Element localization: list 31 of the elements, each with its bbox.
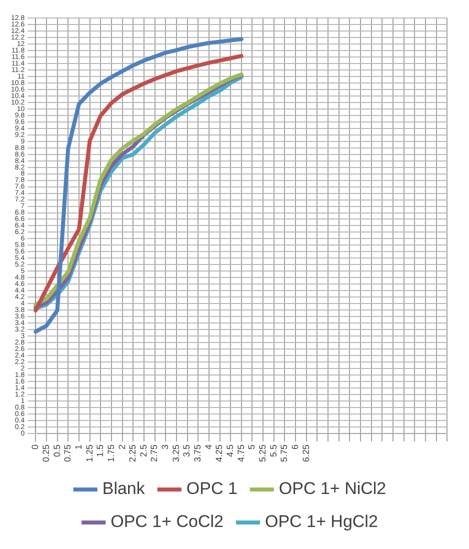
legend-label: OPC 1+ NiCl2 <box>278 479 386 498</box>
x-tick-label: 1 <box>73 444 84 450</box>
x-tick-label: 1.25 <box>84 444 94 462</box>
x-tick-label: 5 <box>246 444 257 450</box>
legend-label: Blank <box>102 479 146 498</box>
x-tick-label: 6 <box>290 444 300 450</box>
x-tick-label: 5.25 <box>258 444 268 462</box>
legend-label: OPC 1 <box>186 479 238 498</box>
x-tick-label: 2.25 <box>128 444 138 462</box>
x-tick-label: 4.75 <box>236 444 246 462</box>
x-tick-label: 1.5 <box>95 444 106 457</box>
x-tick-label: 0 <box>30 444 40 450</box>
x-tick-label: 2.75 <box>149 444 160 462</box>
x-tick-label: 3 <box>160 444 170 450</box>
x-tick-label: 2 <box>116 444 127 450</box>
x-tick-label: 0.75 <box>62 444 73 462</box>
x-tick-label: 3.75 <box>192 444 203 462</box>
x-tick-label: 0.5 <box>52 444 62 457</box>
x-tick-label: 3.25 <box>170 444 181 462</box>
x-tick-label: 0.25 <box>40 444 51 462</box>
legend-label: OPC 1+ CoCl2 <box>110 512 224 532</box>
x-tick-label: 3.5 <box>182 444 192 457</box>
x-tick-label: 6.25 <box>300 444 311 462</box>
x-tick-label: 5.5 <box>268 444 278 457</box>
legend-label: OPC 1+ HgCl2 <box>265 512 378 532</box>
x-tick-label: 5.75 <box>279 444 290 462</box>
x-tick-label: 4 <box>203 444 214 450</box>
x-tick-label: 2.5 <box>138 444 148 457</box>
x-tick-label: 4.25 <box>214 444 224 462</box>
x-tick-label: 1.75 <box>106 444 116 462</box>
x-tick-label: 4.5 <box>225 444 236 457</box>
